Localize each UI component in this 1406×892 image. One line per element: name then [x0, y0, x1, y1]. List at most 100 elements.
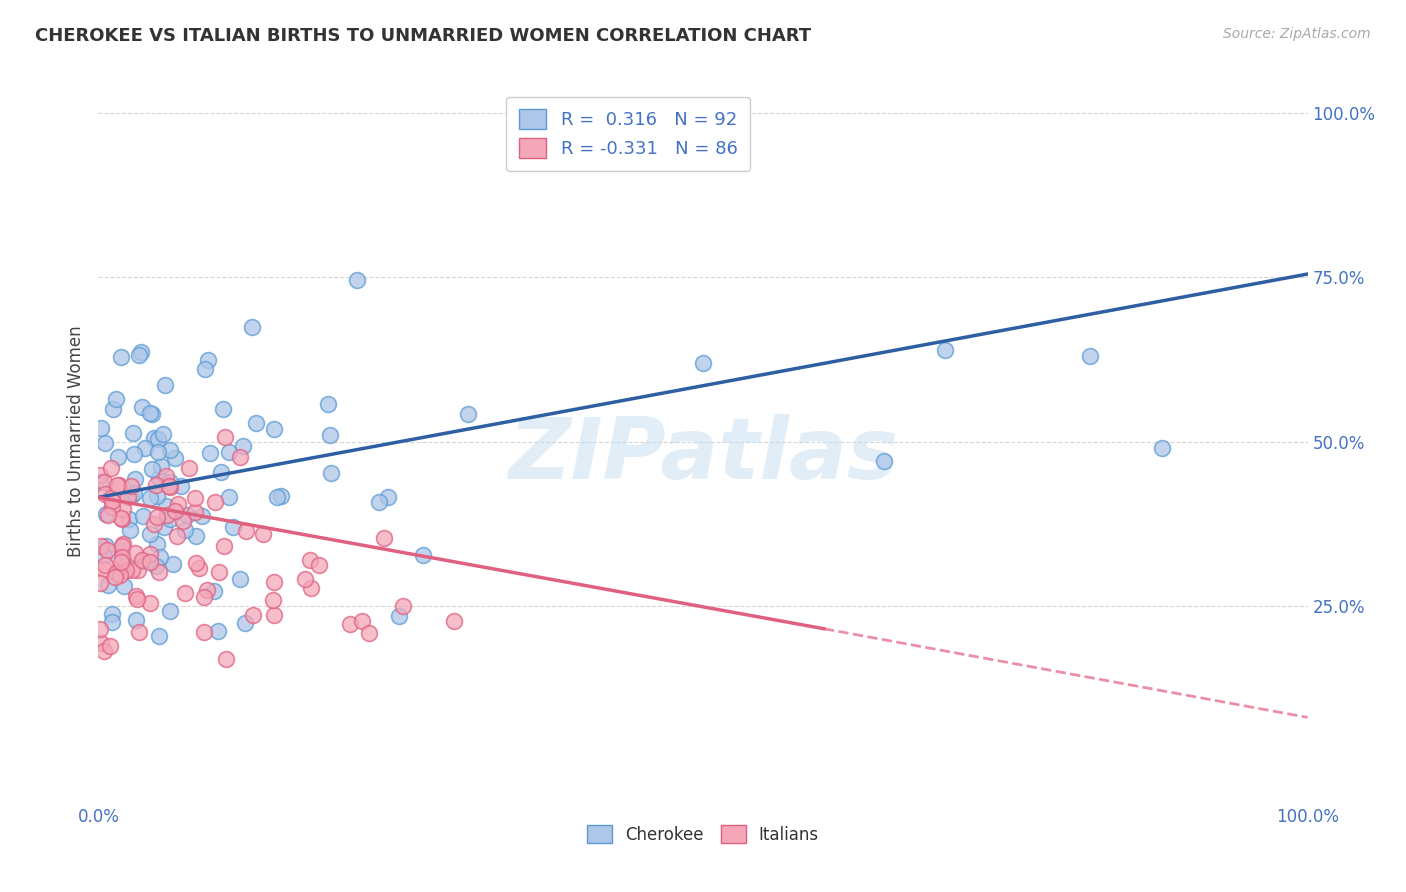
Point: [184, 528, 207, 542]
Point: [188, 561, 211, 575]
Point: [122, 447, 145, 461]
Point: [100, 491, 122, 506]
Point: [128, 624, 150, 639]
Point: [159, 475, 181, 489]
Point: [873, 454, 896, 468]
Point: [138, 547, 160, 561]
Point: [134, 442, 156, 456]
Point: [143, 431, 166, 445]
Point: [159, 480, 181, 494]
Point: [204, 495, 226, 509]
Point: [208, 566, 231, 580]
Point: [232, 439, 254, 453]
Point: [125, 613, 148, 627]
Point: [149, 550, 172, 565]
Point: [159, 442, 181, 457]
Point: [96, 543, 118, 558]
Point: [108, 568, 131, 582]
Point: [128, 348, 150, 362]
Point: [122, 425, 145, 440]
Point: [97, 508, 120, 522]
Point: [141, 407, 163, 421]
Point: [110, 555, 132, 569]
Point: [176, 508, 198, 522]
Point: [139, 491, 162, 505]
Point: [112, 501, 135, 516]
Point: [131, 401, 153, 415]
Point: [198, 446, 221, 460]
Point: [146, 510, 169, 524]
Point: [457, 407, 479, 421]
Point: [112, 579, 135, 593]
Point: [115, 563, 138, 577]
Point: [93, 644, 115, 658]
Point: [120, 489, 142, 503]
Point: [89, 468, 111, 483]
Point: [155, 377, 177, 392]
Point: [240, 320, 263, 334]
Point: [377, 490, 399, 504]
Point: [184, 491, 207, 506]
Point: [412, 548, 434, 562]
Point: [101, 401, 124, 416]
Point: [146, 432, 169, 446]
Point: [93, 475, 115, 489]
Point: [193, 624, 215, 639]
Point: [174, 586, 197, 600]
Point: [94, 507, 117, 521]
Point: [388, 608, 411, 623]
Point: [112, 537, 135, 551]
Point: [1152, 441, 1174, 455]
Point: [207, 624, 229, 638]
Point: [145, 559, 167, 574]
Point: [117, 490, 139, 504]
Point: [169, 479, 191, 493]
Point: [294, 572, 316, 586]
Point: [132, 509, 155, 524]
Point: [263, 422, 285, 436]
Point: [159, 603, 181, 617]
Y-axis label: Births to Unmarried Women: Births to Unmarried Women: [66, 326, 84, 558]
Point: [93, 562, 115, 576]
Point: [350, 614, 373, 628]
Point: [193, 590, 215, 604]
Point: [148, 565, 170, 579]
Point: [177, 461, 200, 475]
Point: [125, 589, 148, 603]
Point: [319, 466, 342, 480]
Text: ZIPatlas: ZIPatlas: [508, 415, 898, 498]
Point: [98, 640, 121, 654]
Point: [194, 361, 217, 376]
Point: [132, 554, 155, 568]
Point: [145, 477, 167, 491]
Point: [319, 428, 342, 442]
Legend: Cherokee, Italians: Cherokee, Italians: [579, 817, 827, 852]
Point: [172, 514, 194, 528]
Point: [108, 477, 131, 491]
Point: [122, 486, 145, 500]
Point: [101, 607, 124, 622]
Point: [124, 546, 146, 560]
Point: [145, 489, 167, 503]
Point: [118, 512, 141, 526]
Point: [97, 578, 120, 592]
Point: [89, 475, 111, 489]
Point: [101, 615, 124, 629]
Point: [218, 444, 240, 458]
Point: [125, 591, 148, 606]
Point: [215, 651, 238, 665]
Point: [104, 392, 127, 406]
Point: [145, 536, 167, 550]
Point: [165, 451, 187, 466]
Point: [392, 599, 415, 613]
Point: [94, 436, 117, 450]
Point: [191, 509, 214, 524]
Point: [107, 478, 129, 492]
Point: [157, 479, 180, 493]
Point: [316, 397, 339, 411]
Point: [202, 584, 225, 599]
Point: [94, 487, 117, 501]
Point: [299, 581, 322, 595]
Point: [212, 539, 235, 553]
Point: [118, 523, 141, 537]
